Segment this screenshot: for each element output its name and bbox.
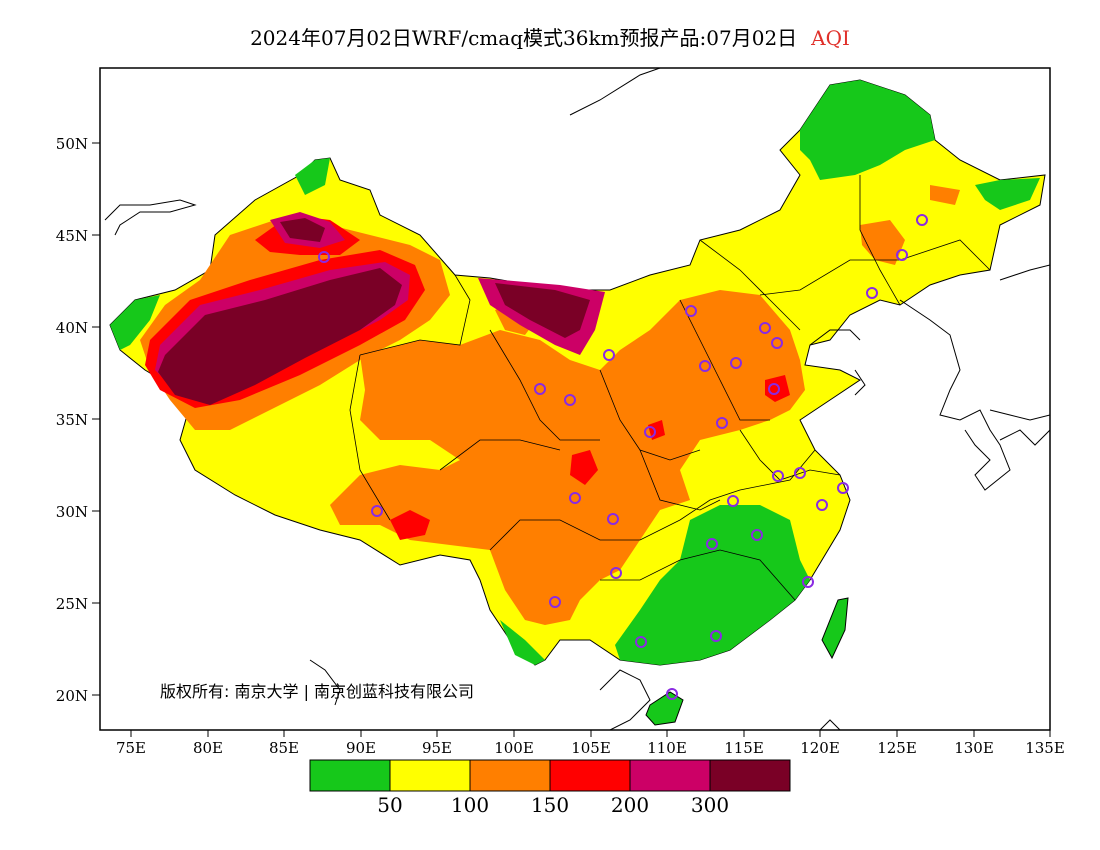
region-unhealthy-sichuan — [570, 450, 598, 485]
region-good-xinjiang-north — [295, 158, 330, 195]
x-tick-label: 105E — [571, 739, 611, 757]
station-marker — [794, 467, 806, 479]
station-marker — [772, 470, 784, 482]
station-marker — [896, 249, 908, 261]
legend-swatch-good — [309, 759, 391, 792]
region-good-east — [975, 178, 1040, 210]
y-tick-label: 50N — [56, 135, 88, 153]
y-tick-label: 45N — [56, 227, 88, 245]
station-marker — [607, 513, 619, 525]
station-marker — [318, 251, 330, 263]
x-tick-label: 95E — [422, 739, 452, 757]
copyright-text: 版权所有: 南京大学 | 南京创蓝科技有限公司 — [160, 682, 474, 701]
legend-label: 150 — [531, 793, 569, 817]
station-marker — [666, 688, 678, 700]
station-marker — [716, 417, 728, 429]
y-tick-label: 35N — [56, 411, 88, 429]
station-marker — [371, 505, 383, 517]
y-axis — [92, 142, 100, 696]
station-marker — [802, 576, 814, 588]
station-markers — [318, 214, 928, 700]
station-marker — [759, 322, 771, 334]
region-usg-northeast-2 — [930, 185, 960, 205]
legend-swatch-hazardous — [709, 759, 791, 792]
map-layers: 版权所有: 南京大学 | 南京创蓝科技有限公司 — [104, 68, 1050, 730]
region-hazardous-tarim — [158, 268, 402, 405]
station-marker — [771, 337, 783, 349]
station-marker — [699, 360, 711, 372]
station-marker — [916, 214, 928, 226]
x-tick-label: 80E — [193, 739, 223, 757]
station-marker — [730, 357, 742, 369]
region-good-northwest — [110, 295, 160, 350]
x-tick-label: 85E — [269, 739, 299, 757]
station-marker — [816, 499, 828, 511]
legend-swatch-moderate — [389, 759, 471, 792]
station-marker — [727, 495, 739, 507]
region-unhealthy-henan — [648, 420, 665, 440]
x-tick-label: 110E — [647, 739, 687, 757]
station-marker — [866, 287, 878, 299]
region-good-northeast — [800, 80, 935, 180]
region-hazardous-junggar — [280, 218, 325, 242]
region-usg-central — [330, 290, 805, 625]
region-good-southwest — [500, 620, 545, 665]
region-usg-northeast — [860, 220, 905, 265]
region-good-hainan — [645, 691, 684, 726]
legend-swatch-unhealthy — [549, 759, 631, 792]
x-tick-label: 75E — [116, 739, 146, 757]
station-marker — [635, 636, 647, 648]
y-tick-label: 20N — [56, 687, 88, 705]
x-tick-label: 115E — [724, 739, 764, 757]
other-coastlines — [104, 68, 1050, 730]
x-tick-label: 90E — [346, 739, 376, 757]
station-marker — [569, 492, 581, 504]
station-marker — [549, 596, 561, 608]
station-marker — [751, 529, 763, 541]
station-marker — [837, 482, 849, 494]
x-tick-label: 120E — [800, 739, 840, 757]
y-tick-label: 30N — [56, 503, 88, 521]
legend-swatch-usg — [469, 759, 551, 792]
station-marker — [644, 426, 656, 438]
station-marker — [768, 383, 780, 395]
legend-label: 100 — [451, 793, 489, 817]
y-tick-label: 40N — [56, 319, 88, 337]
title-variable: AQI — [811, 26, 850, 50]
x-tick-label: 125E — [877, 739, 917, 757]
legend-label: 50 — [377, 793, 402, 817]
x-tick-label: 135E — [1025, 739, 1065, 757]
region-good-taiwan — [821, 597, 849, 660]
station-marker — [610, 567, 622, 579]
legend-label: 300 — [691, 793, 729, 817]
x-tick-label: 100E — [494, 739, 534, 757]
station-marker — [710, 630, 722, 642]
region-hazardous-alxa — [495, 283, 590, 338]
x-tick-label: 130E — [954, 739, 994, 757]
station-marker — [685, 305, 697, 317]
region-unhealthy-hebei — [765, 375, 790, 402]
region-unhealthy-tibet — [390, 510, 430, 540]
legend-label: 200 — [611, 793, 649, 817]
station-marker — [564, 394, 576, 406]
legend-colorbar — [309, 759, 791, 792]
legend-swatch-very-unhealthy — [629, 759, 711, 792]
y-tick-label: 25N — [56, 595, 88, 613]
station-marker — [534, 383, 546, 395]
map-title: 2024年07月02日WRF/cmaq模式36km预报产品:07月02日 AQI — [0, 22, 1100, 51]
x-axis — [130, 730, 1051, 737]
region-good-south — [615, 505, 810, 665]
title-main: 2024年07月02日WRF/cmaq模式36km预报产品:07月02日 — [250, 26, 798, 50]
station-marker — [706, 538, 718, 550]
province-boundaries — [349, 175, 991, 601]
station-marker — [603, 349, 615, 361]
